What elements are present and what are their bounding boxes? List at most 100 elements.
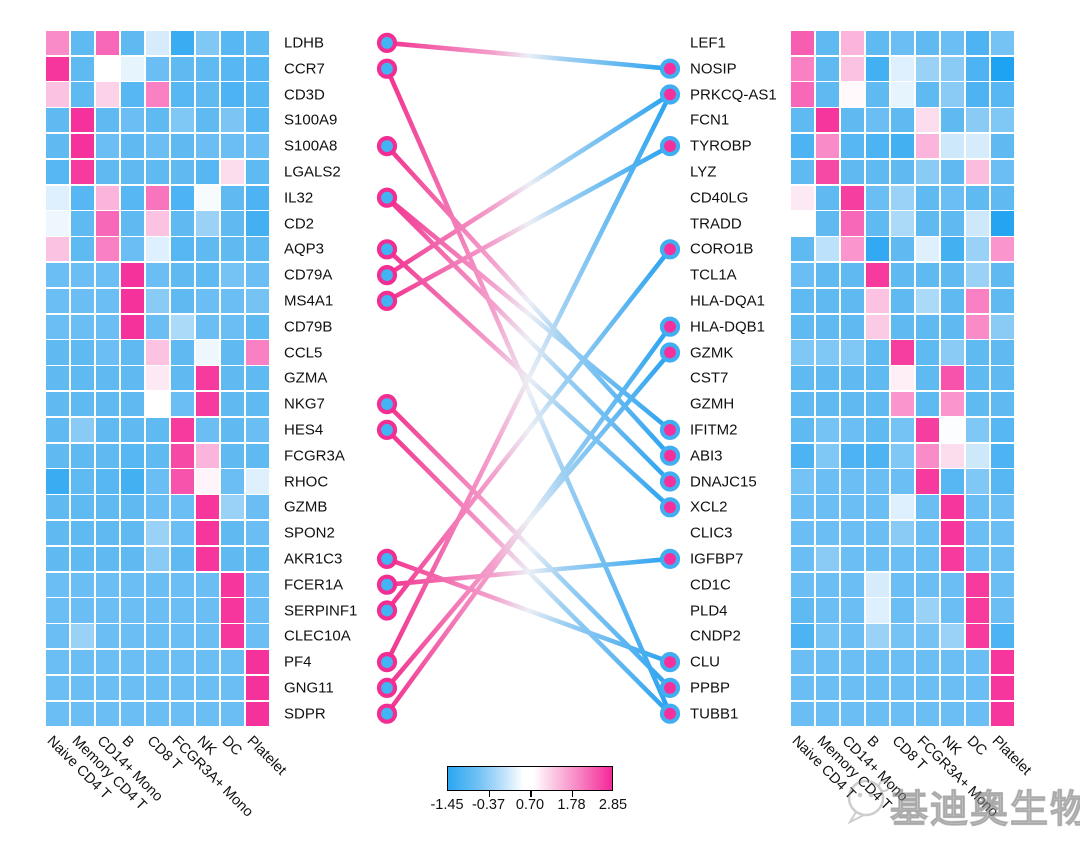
- heatmap-cell: [70, 237, 95, 262]
- heatmap-cell: [840, 82, 865, 107]
- heatmap-cell: [815, 82, 840, 107]
- heatmap-cell: [840, 624, 865, 649]
- heatmap-cell: [195, 520, 220, 546]
- heatmap-cell: [840, 598, 865, 623]
- gene-label: ABI3: [690, 447, 723, 465]
- heatmap-cell: [170, 443, 195, 468]
- heatmap-cell: [915, 288, 940, 314]
- heatmap-cell: [790, 469, 815, 494]
- heatmap-cell: [840, 314, 865, 339]
- heatmap-cell: [940, 469, 965, 494]
- heatmap-cell: [45, 649, 70, 675]
- gene-label: IGFBP7: [690, 550, 744, 568]
- heatmap-cell: [865, 314, 890, 339]
- gene-link-line: [385, 428, 672, 716]
- heatmap-cell: [915, 495, 940, 520]
- heatmap-cell: [890, 262, 915, 288]
- gene-label: IFITM2: [690, 421, 738, 439]
- heatmap-cell: [170, 108, 195, 133]
- heatmap-cell: [120, 546, 145, 572]
- heatmap-cell: [915, 159, 940, 185]
- heatmap-cell: [965, 417, 990, 443]
- heatmap-cell: [940, 701, 965, 726]
- heatmap-cell: [790, 237, 815, 262]
- gene-link-line: [385, 351, 672, 690]
- heatmap-cell: [45, 30, 70, 56]
- heatmap-cell: [45, 288, 70, 314]
- heatmap-cell: [120, 443, 145, 468]
- heatmap-cell: [940, 649, 965, 675]
- heatmap-cell: [915, 572, 940, 597]
- heatmap-cell: [865, 391, 890, 417]
- heatmap-cell: [245, 443, 270, 468]
- gene-label: PLD4: [690, 602, 728, 619]
- heatmap-cell: [815, 108, 840, 133]
- gene-dot: [376, 136, 398, 157]
- heatmap-cell: [220, 288, 245, 314]
- heatmap-cell: [790, 56, 815, 81]
- heatmap-cell: [915, 469, 940, 494]
- heatmap-cell: [940, 391, 965, 417]
- heatmap-cell: [790, 159, 815, 185]
- heatmap-cell: [145, 675, 170, 701]
- heatmap-cell: [120, 56, 145, 81]
- heatmap-cell: [120, 340, 145, 365]
- heatmap-cell: [245, 340, 270, 365]
- gene-dot: [659, 548, 681, 570]
- heatmap-cell: [790, 108, 815, 133]
- gene-dot: [376, 239, 398, 260]
- gene-label: CD79B: [284, 318, 333, 336]
- heatmap-cell: [45, 417, 70, 443]
- heatmap-cell: [940, 30, 965, 56]
- heatmap-cell: [245, 288, 270, 314]
- heatmap-cell: [815, 237, 840, 262]
- heatmap-cell: [145, 185, 170, 210]
- heatmap-cell: [170, 211, 195, 236]
- colorbar-tick-mark: [530, 791, 532, 797]
- heatmap-cell: [990, 133, 1015, 159]
- heatmap-cell: [220, 56, 245, 81]
- heatmap-cell: [70, 469, 95, 494]
- heatmap-cell: [220, 314, 245, 339]
- heatmap-cell: [45, 572, 70, 597]
- heatmap-cell: [195, 391, 220, 417]
- gene-dot: [376, 32, 398, 54]
- heatmap-cell: [790, 211, 815, 236]
- heatmap-cell: [95, 133, 120, 159]
- heatmap-cell: [940, 598, 965, 623]
- gene-dot: [376, 290, 398, 311]
- heatmap-cell: [790, 314, 815, 339]
- heatmap-cell: [990, 82, 1015, 107]
- heatmap-cell: [195, 366, 220, 391]
- gene-label: HES4: [284, 421, 324, 439]
- heatmap-cell: [940, 159, 965, 185]
- heatmap-cell: [965, 572, 990, 597]
- gene-label: TRADD: [690, 215, 742, 232]
- gene-label: CLIC3: [690, 524, 733, 542]
- heatmap-cell: [890, 237, 915, 262]
- heatmap-cell: [70, 211, 95, 236]
- heatmap-cell: [45, 520, 70, 546]
- heatmap-cell: [220, 391, 245, 417]
- gene-dot: [659, 58, 681, 79]
- gene-link-line: [384, 93, 673, 664]
- heatmap-cell: [145, 133, 170, 159]
- heatmap-cell: [245, 314, 270, 339]
- heatmap-cell: [940, 520, 965, 546]
- gene-dot: [659, 84, 681, 105]
- gene-label: HLA-DQA1: [690, 292, 766, 310]
- gene-label: LYZ: [690, 163, 717, 181]
- heatmap-cell: [965, 701, 990, 726]
- heatmap-cell: [70, 366, 95, 391]
- heatmap-cell: [70, 391, 95, 417]
- heatmap-cell: [120, 598, 145, 623]
- heatmap-cell: [890, 520, 915, 546]
- heatmap-cell: [170, 649, 195, 675]
- heatmap-cell: [965, 598, 990, 623]
- heatmap-cell: [195, 675, 220, 701]
- gene-dot: [376, 548, 398, 570]
- heatmap-cell: [220, 443, 245, 468]
- heatmap-cell: [840, 56, 865, 81]
- heatmap-cell: [245, 56, 270, 81]
- heatmap-cell: [170, 572, 195, 597]
